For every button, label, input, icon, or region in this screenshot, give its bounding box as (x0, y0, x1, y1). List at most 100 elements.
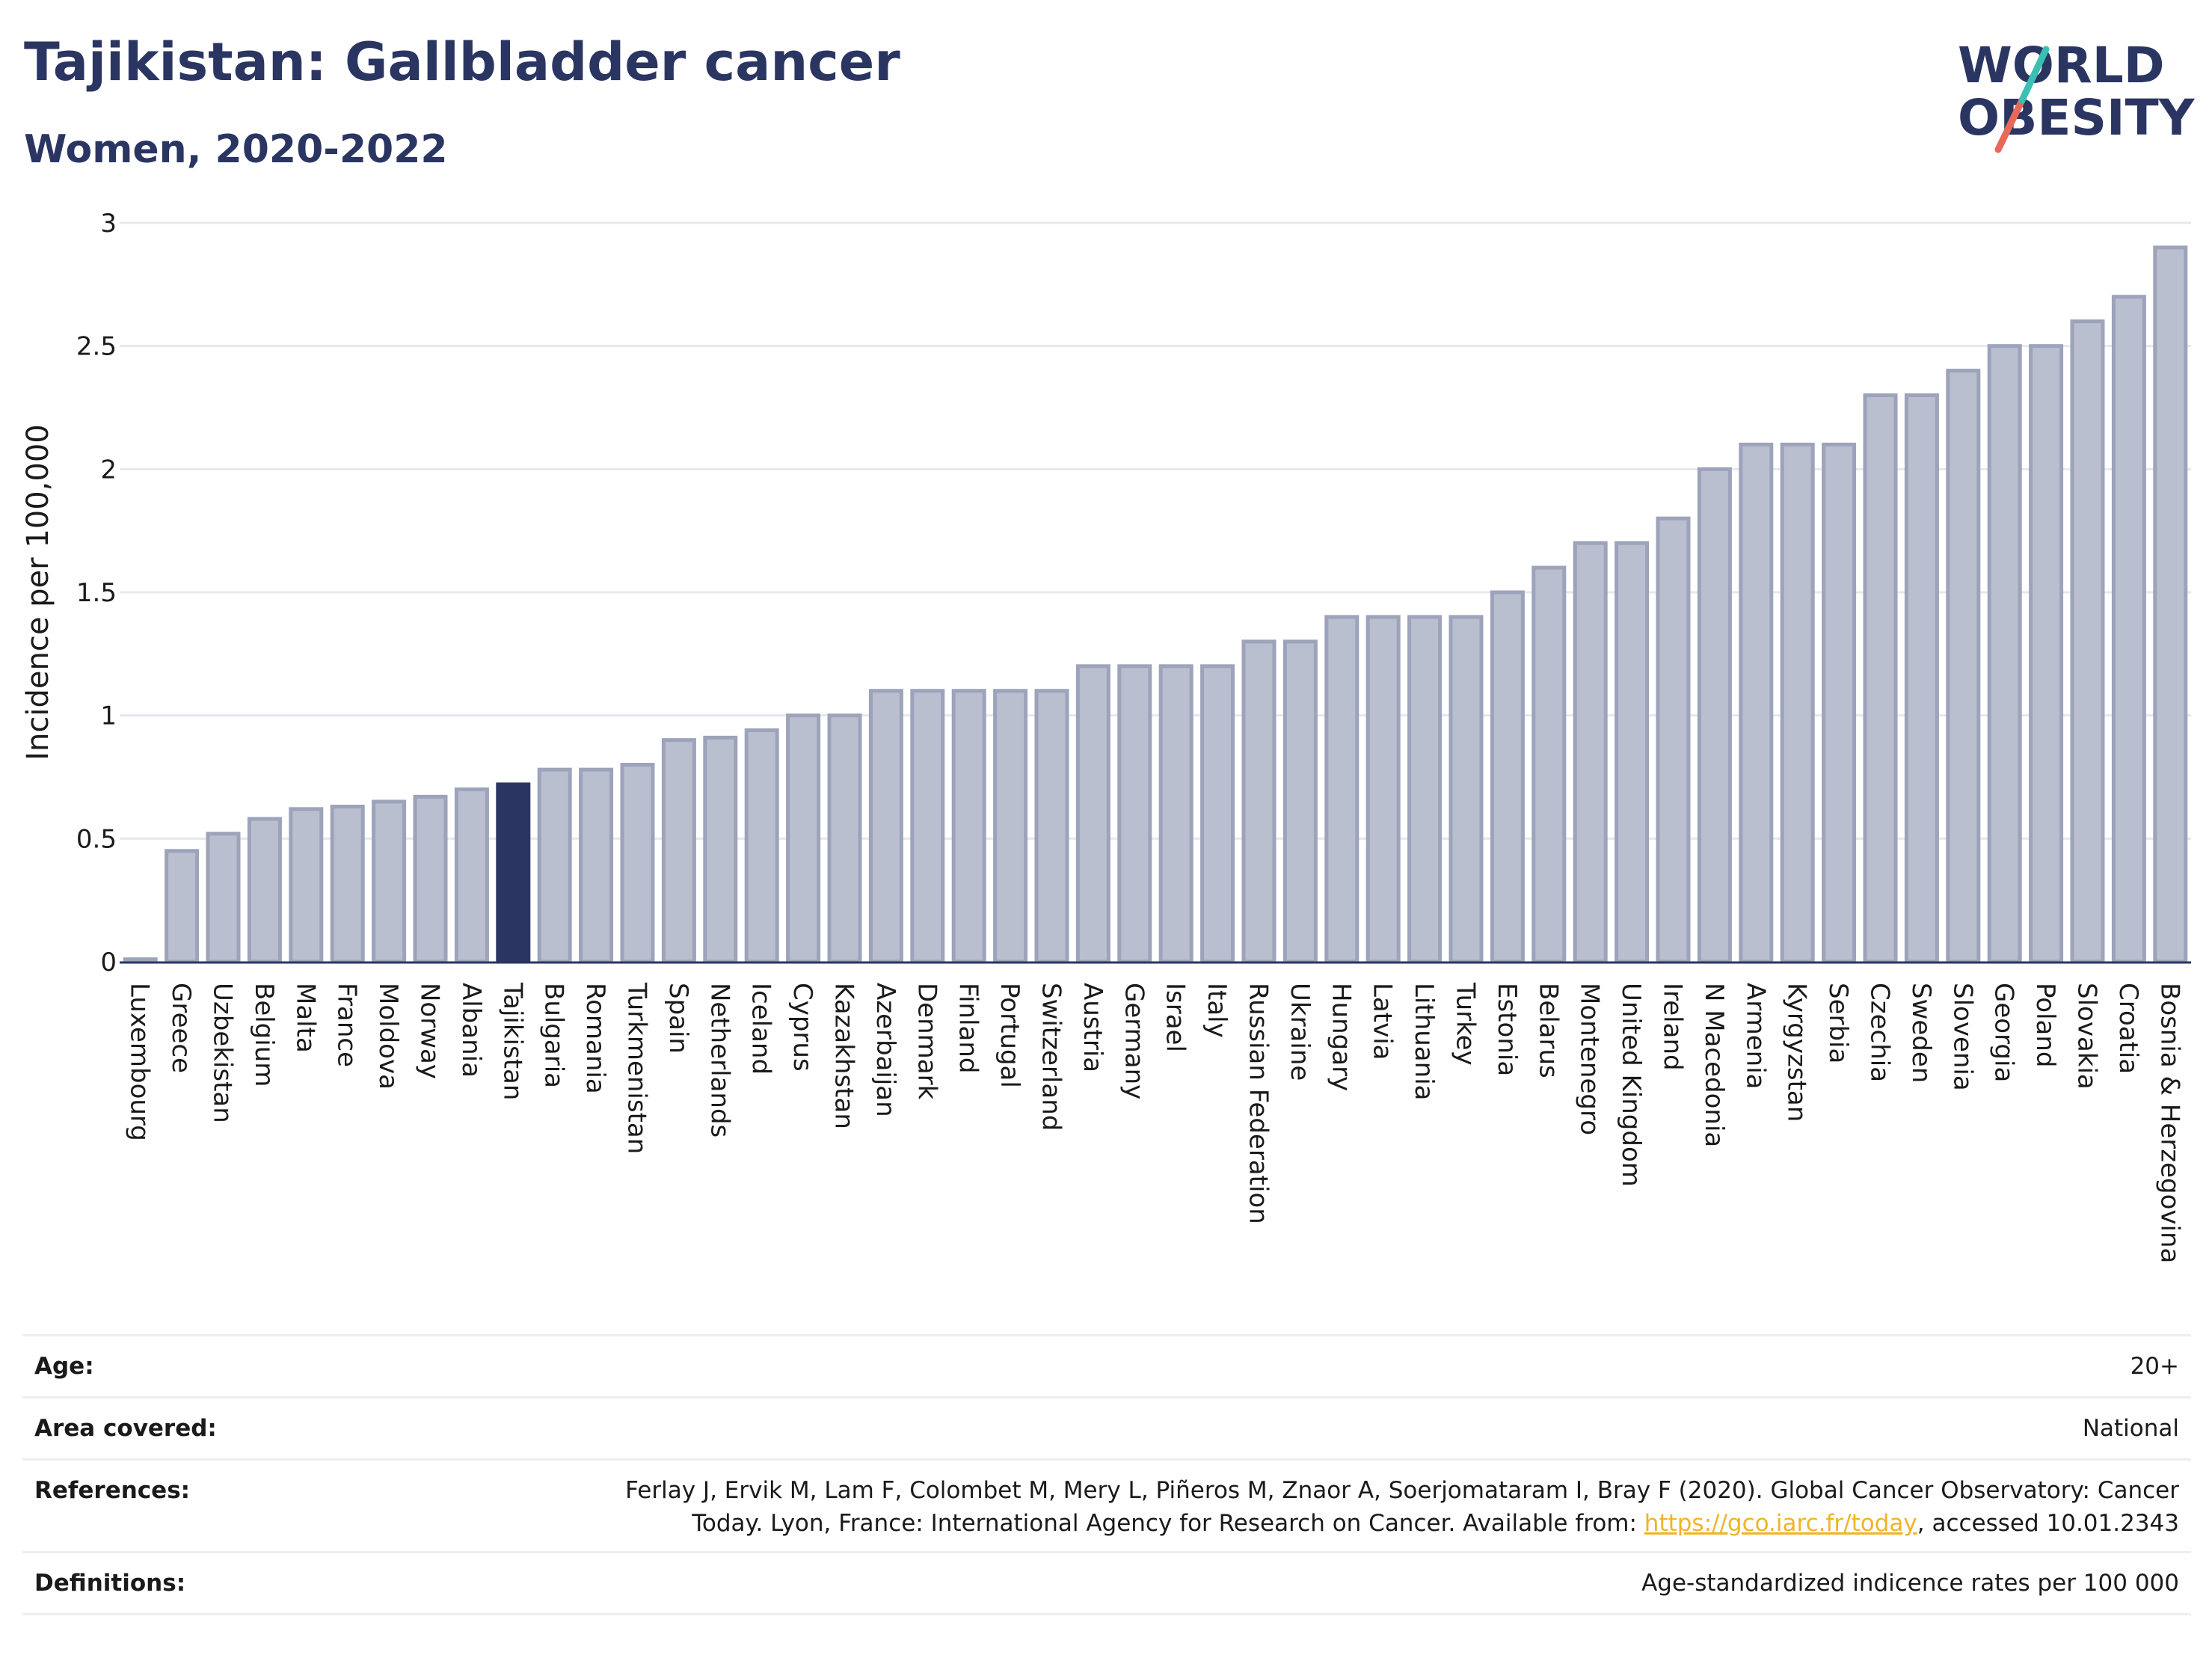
bar (827, 713, 862, 964)
y-tick-label: 3 (100, 209, 117, 239)
category-label: Portugal (995, 983, 1024, 1088)
category-label: Spain (663, 983, 693, 1054)
category-label: Germany (1119, 983, 1149, 1099)
bar (703, 735, 738, 964)
logo-line2: OBESITY (1958, 89, 2196, 147)
category-label: Azerbaijan (870, 983, 900, 1117)
bar (1739, 442, 1774, 964)
category-label: Ireland (1658, 983, 1688, 1071)
bar (1075, 664, 1110, 964)
bar (1573, 541, 1608, 964)
category-label: Austria (1078, 983, 1107, 1072)
bar (1158, 664, 1193, 964)
category-label: Czechia (1865, 983, 1895, 1082)
bar (1987, 344, 2022, 964)
bar (1282, 639, 1318, 964)
bar (786, 713, 821, 964)
category-label: Netherlands (704, 983, 734, 1137)
category-labels: Luxembourg Greece Uzbekistan Belgium Malta Fr… (125, 982, 2185, 1263)
category-label: France (332, 983, 362, 1067)
bar (1490, 590, 1525, 964)
bar (1615, 541, 1650, 964)
category-label: Romania (580, 983, 610, 1094)
bar (1117, 664, 1152, 964)
y-tick-label: 1.5 (76, 578, 117, 608)
meta-row-age: Age: 20+ (22, 1334, 2191, 1396)
bars (123, 245, 2188, 964)
category-label: Norway (415, 983, 445, 1079)
category-label: Moldova (373, 983, 403, 1090)
bar (206, 832, 241, 964)
category-label: Slovenia (1947, 983, 1977, 1091)
bar (1656, 516, 1691, 964)
y-tick-label: 0 (100, 948, 117, 977)
bar (372, 799, 407, 964)
bar (1241, 639, 1276, 964)
bar (2111, 295, 2146, 964)
references-link[interactable]: https://gco.iarc.fr/today (1644, 1510, 1917, 1537)
metadata-table: Age: 20+ Area covered: National Referenc… (22, 1334, 2191, 1615)
bar (165, 849, 200, 964)
category-label: Switzerland (1036, 983, 1066, 1131)
category-label: Belgium (249, 983, 279, 1087)
category-label: Serbia (1823, 983, 1853, 1063)
category-label: Estonia (1492, 983, 1522, 1076)
meta-row-area: Area covered: National (22, 1396, 2191, 1458)
category-label: Iceland (746, 983, 776, 1075)
category-label: Albania (456, 983, 486, 1078)
y-tick-label: 2 (100, 455, 117, 485)
category-label: Cyprus (787, 983, 817, 1072)
category-label: Turkey (1451, 982, 1481, 1066)
area-value: National (2082, 1415, 2179, 1442)
category-label: Poland (2030, 983, 2060, 1068)
bar (993, 689, 1028, 964)
world-obesity-logo: WORLD OBESITY (1958, 37, 2196, 153)
bar (2070, 319, 2105, 964)
bar (289, 807, 324, 964)
chart-subtitle: Women, 2020-2022 (24, 127, 448, 172)
category-label: Belarus (1533, 983, 1563, 1078)
category-label: Israel (1161, 983, 1191, 1052)
references-text-2: Today. Lyon, France: International Agenc… (692, 1510, 1644, 1537)
category-label: Bulgaria (539, 983, 569, 1088)
y-tick-label: 2.5 (76, 332, 117, 362)
meta-row-references: References: Ferlay J, Ervik M, Lam F, Co… (22, 1458, 2191, 1551)
category-label: Italy (1202, 983, 1232, 1038)
y-axis-title: Incidence per 100,000 (21, 424, 55, 761)
category-label: Turkmenistan (622, 982, 652, 1154)
bar (1780, 442, 1815, 964)
category-label: Tajikistan (497, 982, 527, 1100)
bar (1904, 393, 1939, 964)
age-label: Age: (34, 1353, 94, 1380)
age-value: 20+ (2130, 1353, 2179, 1380)
bar (1822, 442, 1857, 964)
references-text-1: Ferlay J, Ervik M, Lam F, Colombet M, Me… (625, 1477, 2179, 1504)
category-label: Ukraine (1285, 983, 1315, 1081)
category-label: Montenegro (1575, 983, 1605, 1135)
category-label: Kyrgyzstan (1782, 983, 1812, 1122)
category-label: Kazakhstan (829, 983, 859, 1129)
logo-line1: WORLD (1958, 37, 2165, 94)
bar (661, 738, 696, 964)
category-label: Denmark (912, 983, 941, 1100)
bar (744, 728, 779, 964)
category-label: Luxembourg (125, 983, 155, 1141)
category-label: Armenia (1740, 983, 1770, 1090)
definitions-value: Age-standardized indicence rates per 100… (1641, 1570, 2179, 1597)
bar (1034, 689, 1069, 964)
references-value: Ferlay J, Ervik M, Lam F, Colombet M, Me… (625, 1474, 2191, 1540)
category-label: Finland (953, 983, 983, 1074)
bar (247, 817, 282, 964)
bar (620, 763, 655, 964)
category-label: Slovakia (2072, 983, 2102, 1090)
category-label: Georgia (1989, 983, 2019, 1082)
bar (1324, 615, 1360, 964)
bar (579, 767, 614, 964)
category-label: Russian Federation (1244, 983, 1274, 1224)
bar (2153, 245, 2188, 964)
bar (1946, 369, 1981, 964)
bar (1448, 615, 1484, 964)
chart-title: Tajikistan: Gallbladder cancer (24, 31, 900, 93)
bar (1863, 393, 1898, 964)
bar-chart: 0 0.5 1 1.5 2 2.5 3 Luxembourg Greece Uzbekistan… (21, 209, 2191, 1263)
